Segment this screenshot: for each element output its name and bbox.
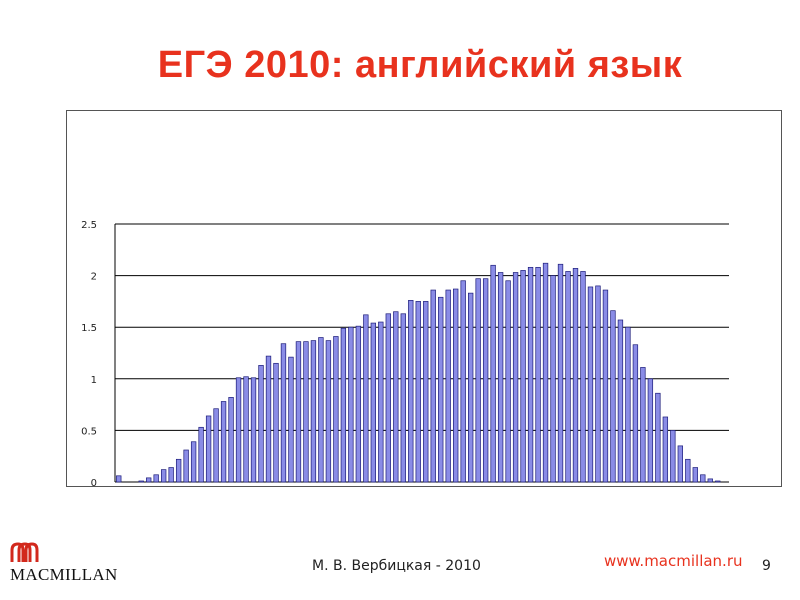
bar: [512, 272, 519, 483]
bar: [632, 344, 639, 483]
bar: [228, 397, 234, 483]
bar: [183, 449, 189, 483]
bar: [557, 263, 564, 483]
bar: [617, 319, 624, 483]
bar: [198, 426, 204, 483]
bar: [625, 326, 631, 483]
y-tick-label: 2: [91, 272, 97, 283]
y-tick-label: 1: [91, 375, 97, 386]
bar: [318, 337, 324, 483]
bar: [355, 325, 362, 483]
bar: [497, 272, 504, 483]
bar: [565, 271, 571, 483]
bar: [595, 285, 601, 483]
bar: [572, 268, 579, 483]
bar: [378, 321, 384, 483]
bar: [160, 469, 167, 483]
author-credit: М. В. Вербицкая - 2010: [312, 558, 481, 574]
bar: [333, 336, 339, 483]
slide-title: ЕГЭ 2010: английский язык: [157, 44, 683, 86]
bar: [385, 313, 391, 483]
bar: [640, 367, 646, 483]
bar: [482, 278, 489, 483]
bar: [535, 266, 541, 483]
y-tick-label: 2.5: [81, 220, 97, 231]
bar: [677, 445, 684, 483]
bar: [408, 300, 414, 483]
bar-chart: 00.511.522.5048121620242832364044485256: [81, 220, 729, 488]
bar: [647, 378, 654, 483]
bar: [475, 278, 481, 483]
bar: [393, 311, 399, 483]
bar: [153, 474, 159, 483]
bar: [213, 408, 219, 483]
bar: [348, 326, 354, 483]
website-link[interactable]: www.macmillan.ru: [604, 552, 743, 570]
bar: [505, 280, 511, 483]
bar: [400, 313, 406, 483]
bar: [325, 340, 332, 483]
bar: [602, 289, 609, 483]
bar: [550, 275, 556, 483]
bar: [700, 474, 706, 483]
bar: [258, 365, 264, 483]
bar: [587, 286, 594, 483]
bar: [415, 301, 421, 483]
bar: [168, 467, 174, 483]
y-tick-label: 1.5: [81, 323, 97, 334]
bar: [295, 341, 302, 483]
bar: [468, 292, 474, 483]
bar: [310, 340, 317, 483]
bar: [288, 356, 294, 483]
bar: [220, 401, 227, 483]
bar: [116, 475, 122, 483]
bar: [692, 467, 698, 483]
bar: [610, 310, 616, 483]
bar: [438, 296, 444, 483]
bar: [423, 301, 429, 483]
bar: [662, 416, 669, 483]
bar: [273, 362, 279, 483]
bar: [520, 270, 526, 483]
bar: [490, 264, 496, 483]
bar: [430, 289, 436, 483]
bar: [655, 392, 661, 483]
bar: [707, 478, 713, 483]
bar: [445, 289, 451, 483]
y-tick-label: 0.5: [81, 426, 97, 437]
logo-wordmark: MACMILLAN: [10, 565, 118, 584]
bar: [303, 341, 309, 483]
bar: [670, 430, 676, 483]
bar: [340, 327, 347, 483]
bar: [685, 458, 691, 483]
page-number: 9: [762, 558, 771, 574]
bar: [205, 415, 212, 483]
macmillan-logo-icon: [10, 540, 44, 568]
bar: [138, 480, 144, 483]
bar: [453, 288, 459, 483]
bar: [460, 280, 466, 483]
bar: [527, 266, 534, 483]
bar: [190, 441, 197, 483]
bar: [715, 480, 721, 483]
bar: [542, 262, 549, 483]
bar: [175, 458, 182, 483]
bar: [280, 343, 287, 483]
bar: [363, 314, 369, 483]
bar: [580, 271, 586, 483]
bar: [235, 377, 242, 483]
bar: [265, 355, 272, 483]
bar: [250, 377, 257, 483]
bar: [370, 322, 377, 483]
bar: [243, 376, 249, 483]
chart-frame: 00.511.522.5048121620242832364044485256: [66, 110, 782, 488]
bar: [146, 477, 152, 483]
y-tick-label: 0: [91, 478, 97, 488]
